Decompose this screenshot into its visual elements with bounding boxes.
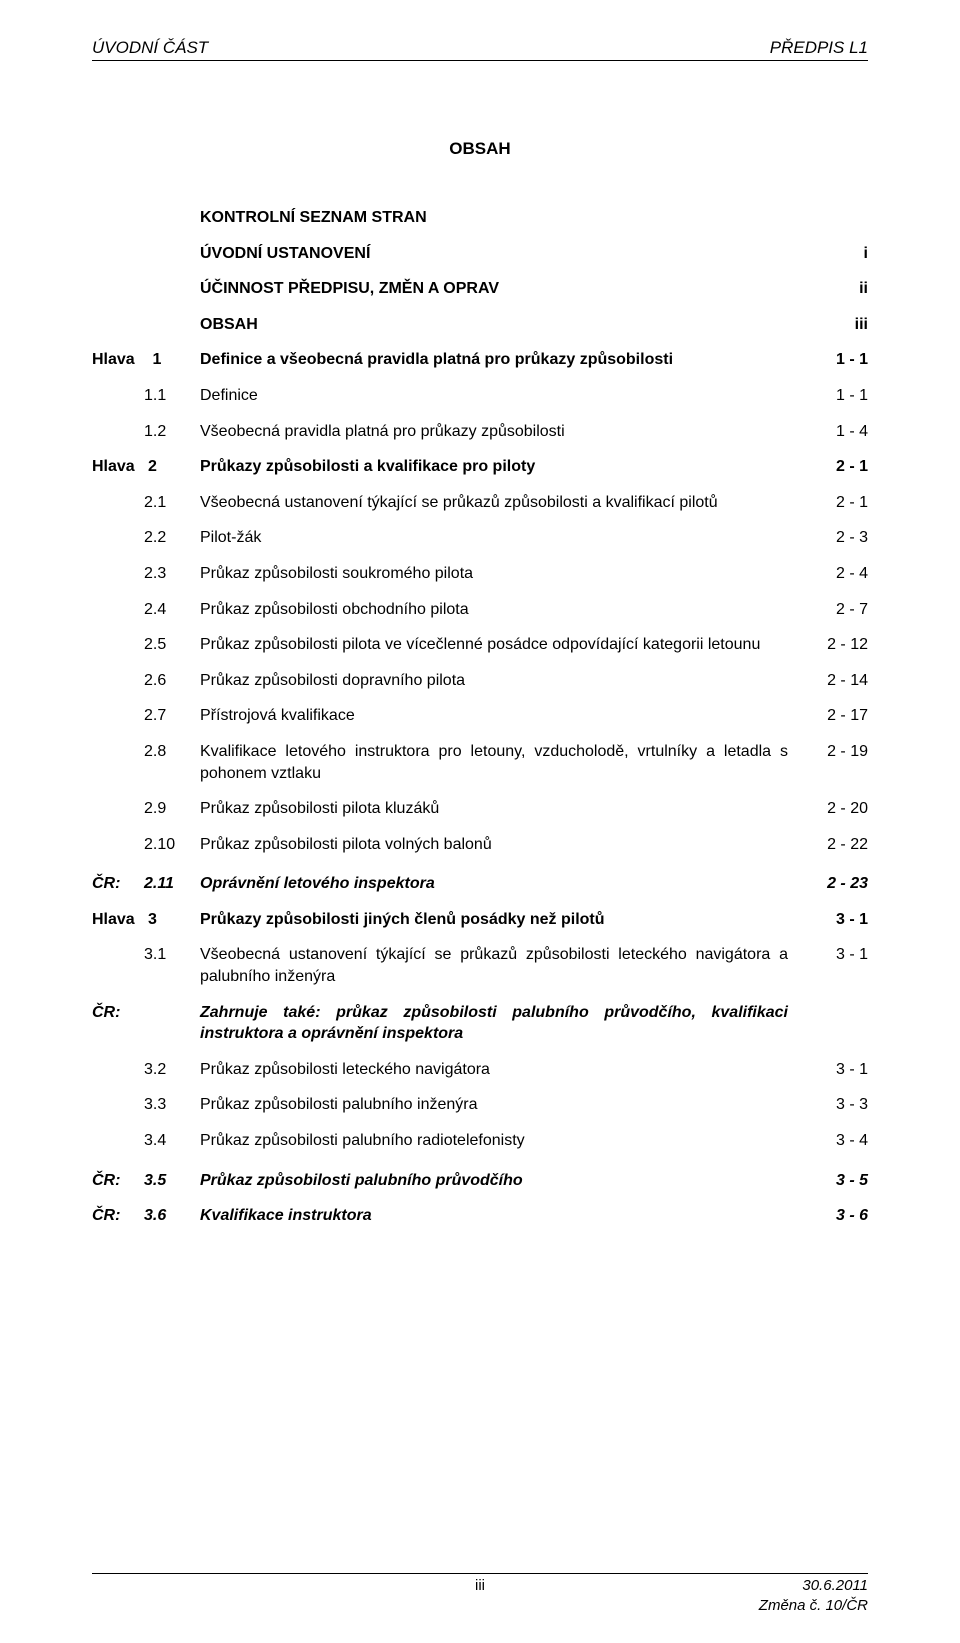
- toc-front-num: [92, 207, 200, 229]
- cr-prefix: ČR:: [92, 1002, 144, 1045]
- toc-front-title: KONTROLNÍ SEZNAM STRAN: [200, 207, 808, 229]
- toc-row: 2.1 Všeobecná ustanovení týkající se prů…: [92, 492, 868, 514]
- toc-row: 2.3 Průkaz způsobilosti soukromého pilot…: [92, 563, 868, 585]
- footer-page-number: iii: [92, 1577, 868, 1594]
- footer-line: iii 30.6.2011 Změna č. 10/ČR: [92, 1573, 868, 1615]
- toc-hlava3: Hlava 3 Průkazy způsobilosti jiných člen…: [92, 909, 868, 931]
- toc-front-0: KONTROLNÍ SEZNAM STRAN: [92, 207, 868, 229]
- toc-row: 2.5 Průkaz způsobilosti pilota ve vícečl…: [92, 634, 868, 656]
- toc-row: 3.1 Všeobecná ustanovení týkající se prů…: [92, 944, 868, 987]
- toc-row: 2.9 Průkaz způsobilosti pilota kluzáků 2…: [92, 798, 868, 820]
- toc-row: 3.4 Průkaz způsobilosti palubního radiot…: [92, 1130, 868, 1152]
- running-header: ÚVODNÍ ČÁST PŘEDPIS L1: [92, 38, 868, 61]
- cr-prefix: ČR:: [92, 1170, 144, 1192]
- toc-row: 1.2 Všeobecná pravidla platná pro průkaz…: [92, 421, 868, 443]
- toc-row: 2.10 Průkaz způsobilosti pilota volných …: [92, 834, 868, 856]
- toc-row: 2.7 Přístrojová kvalifikace 2 - 17: [92, 705, 868, 727]
- footer-change: Změna č. 10/ČR: [759, 1597, 868, 1614]
- document-page: ÚVODNÍ ČÁST PŘEDPIS L1 OBSAH KONTROLNÍ S…: [0, 0, 960, 1643]
- cr-num: 2.11: [144, 873, 200, 895]
- toc-row: 2.4 Průkaz způsobilosti obchodního pilot…: [92, 599, 868, 621]
- toc-hlava2: Hlava 2 Průkazy způsobilosti a kvalifika…: [92, 456, 868, 478]
- cr-num: 3.5: [144, 1170, 200, 1192]
- toc-front-2: ÚČINNOST PŘEDPISU, ZMĚN A OPRAV ii: [92, 278, 868, 300]
- page-title: OBSAH: [92, 139, 868, 159]
- toc-row: 3.2 Průkaz způsobilosti leteckého navigá…: [92, 1059, 868, 1081]
- cr-num: 3.6: [144, 1205, 200, 1227]
- toc-front-3: OBSAH iii: [92, 314, 868, 336]
- toc-hlava1: Hlava 1 Definice a všeobecná pravidla pl…: [92, 349, 868, 371]
- toc-cr-3-5: ČR: 3.5 Průkaz způsobilosti palubního pr…: [92, 1170, 868, 1192]
- toc-row: 2.8 Kvalifikace letového instruktora pro…: [92, 741, 868, 784]
- page-footer: iii 30.6.2011 Změna č. 10/ČR: [92, 1573, 868, 1615]
- cr-prefix: ČR:: [92, 1205, 144, 1227]
- toc-row: 2.2 Pilot-žák 2 - 3: [92, 527, 868, 549]
- toc-row: 1.1 Definice 1 - 1: [92, 385, 868, 407]
- toc-front-1: ÚVODNÍ USTANOVENÍ i: [92, 243, 868, 265]
- cr-note: ČR: Zahrnuje také: průkaz způsobilosti p…: [92, 1002, 868, 1045]
- cr-note-text: Zahrnuje také: průkaz způsobilosti palub…: [200, 1002, 808, 1045]
- toc-cr-2-11: ČR: 2.11 Oprávnění letového inspektora 2…: [92, 873, 868, 895]
- toc-cr-3-6: ČR: 3.6 Kvalifikace instruktora 3 - 6: [92, 1205, 868, 1227]
- header-left: ÚVODNÍ ČÁST: [92, 38, 208, 58]
- toc-row: 3.3 Průkaz způsobilosti palubního inžený…: [92, 1094, 868, 1116]
- cr-prefix: ČR:: [92, 873, 144, 895]
- toc-row: 2.6 Průkaz způsobilosti dopravního pilot…: [92, 670, 868, 692]
- header-right: PŘEDPIS L1: [770, 38, 868, 58]
- toc-front-page: [808, 207, 868, 229]
